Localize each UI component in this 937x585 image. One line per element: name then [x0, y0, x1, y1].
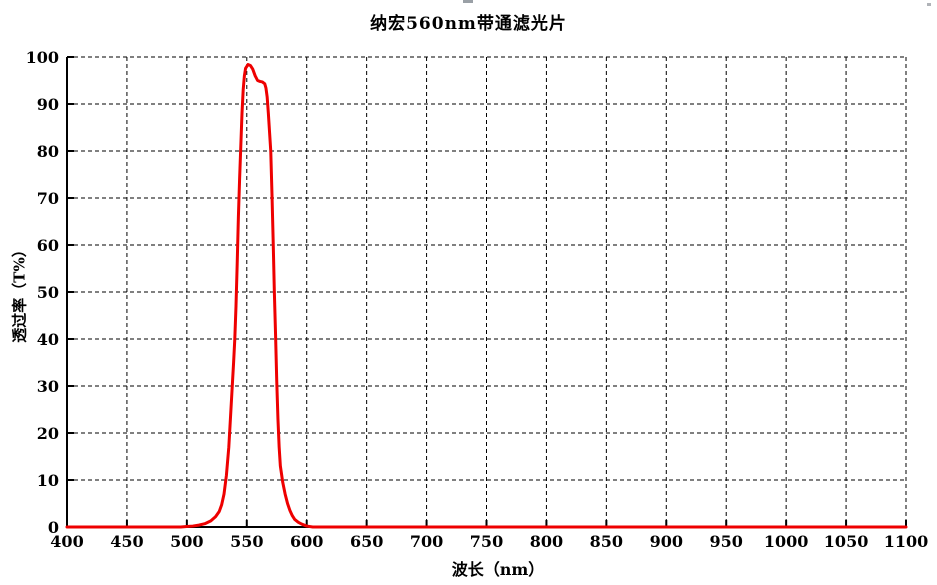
x-tick-label: 1050	[824, 532, 869, 551]
top-right-edge-artifact	[927, 3, 931, 6]
x-tick-label: 450	[110, 532, 143, 551]
y-tick-label: 60	[37, 236, 59, 255]
x-tick-label: 550	[230, 532, 263, 551]
y-tick-label: 100	[26, 48, 59, 67]
x-tick-label: 700	[410, 532, 443, 551]
x-tick-label: 500	[170, 532, 203, 551]
x-tick-label: 1100	[884, 532, 929, 551]
y-tick-label: 20	[37, 424, 59, 443]
gridlines	[67, 56, 907, 527]
y-tick-label: 90	[37, 95, 59, 114]
top-edge-artifact	[463, 0, 473, 3]
x-tick-label: 600	[290, 532, 323, 551]
x-tick-label: 850	[590, 532, 623, 551]
y-tick-label: 0	[48, 518, 59, 537]
x-axis-title: 波长（nm）	[451, 560, 545, 579]
x-tick-label: 400	[50, 532, 83, 551]
y-tick-label: 50	[37, 283, 59, 302]
x-tick-labels: 400 450 500 550 600 650 700 750 800 850 900 950 1000…	[50, 532, 928, 551]
transmittance-curve	[65, 63, 908, 529]
y-tick-label: 10	[37, 471, 59, 490]
chart-title: 纳宏560nm带通滤光片	[370, 14, 567, 34]
y-tick-labels: 0 10 20 30 40 50 60 70 80 90 100	[26, 48, 59, 537]
x-tick-label: 950	[710, 532, 743, 551]
y-tick-label: 70	[37, 189, 59, 208]
y-tick-label: 80	[37, 142, 59, 161]
x-tick-label: 800	[530, 532, 563, 551]
x-tick-label: 900	[650, 532, 683, 551]
y-tick-label: 30	[37, 377, 59, 396]
x-tick-label: 750	[470, 532, 503, 551]
x-tick-label: 1000	[764, 532, 809, 551]
y-tick-label: 40	[37, 330, 59, 349]
curve-line	[65, 63, 908, 529]
y-axis-title: 透过率（T%）	[10, 242, 29, 343]
x-tick-label: 650	[350, 532, 383, 551]
